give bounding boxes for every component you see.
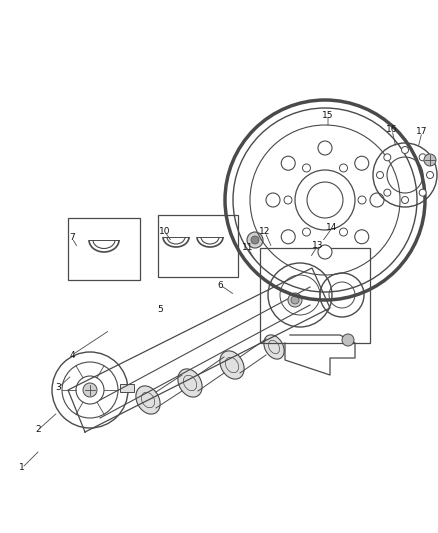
Circle shape <box>83 383 97 397</box>
Circle shape <box>288 293 302 307</box>
Circle shape <box>355 230 369 244</box>
Circle shape <box>424 154 436 166</box>
Circle shape <box>303 228 311 236</box>
Ellipse shape <box>264 335 284 359</box>
Text: 7: 7 <box>69 233 75 243</box>
Text: 17: 17 <box>416 127 428 136</box>
Circle shape <box>358 196 366 204</box>
Circle shape <box>384 154 391 161</box>
Circle shape <box>251 236 259 244</box>
Circle shape <box>281 156 295 170</box>
Text: 4: 4 <box>69 351 75 359</box>
Circle shape <box>419 154 426 161</box>
Circle shape <box>355 156 369 170</box>
Text: 15: 15 <box>322 110 334 119</box>
Circle shape <box>419 189 426 196</box>
Circle shape <box>281 230 295 244</box>
Circle shape <box>339 164 347 172</box>
Circle shape <box>303 164 311 172</box>
Circle shape <box>266 193 280 207</box>
Text: 11: 11 <box>242 244 254 253</box>
Text: 1: 1 <box>19 464 25 472</box>
Circle shape <box>291 296 299 304</box>
Circle shape <box>318 141 332 155</box>
Bar <box>158 215 238 277</box>
Circle shape <box>284 196 292 204</box>
Text: 5: 5 <box>157 305 163 314</box>
Text: 12: 12 <box>259 228 271 237</box>
Bar <box>68 218 140 280</box>
Circle shape <box>384 189 391 196</box>
Circle shape <box>402 147 409 154</box>
Circle shape <box>370 193 384 207</box>
Ellipse shape <box>178 369 202 397</box>
Circle shape <box>342 334 354 346</box>
Text: 6: 6 <box>217 280 223 289</box>
Ellipse shape <box>136 386 160 414</box>
Text: 10: 10 <box>159 228 171 237</box>
Ellipse shape <box>220 351 244 379</box>
Text: 3: 3 <box>55 384 61 392</box>
Text: 14: 14 <box>326 223 338 232</box>
Bar <box>260 248 370 343</box>
Circle shape <box>377 172 384 179</box>
Text: 16: 16 <box>386 125 398 134</box>
Text: 13: 13 <box>312 240 324 249</box>
Circle shape <box>339 228 347 236</box>
Circle shape <box>318 245 332 259</box>
Circle shape <box>247 232 263 248</box>
Circle shape <box>427 172 434 179</box>
Text: 2: 2 <box>35 425 41 434</box>
Circle shape <box>402 197 409 204</box>
Bar <box>120 384 134 392</box>
